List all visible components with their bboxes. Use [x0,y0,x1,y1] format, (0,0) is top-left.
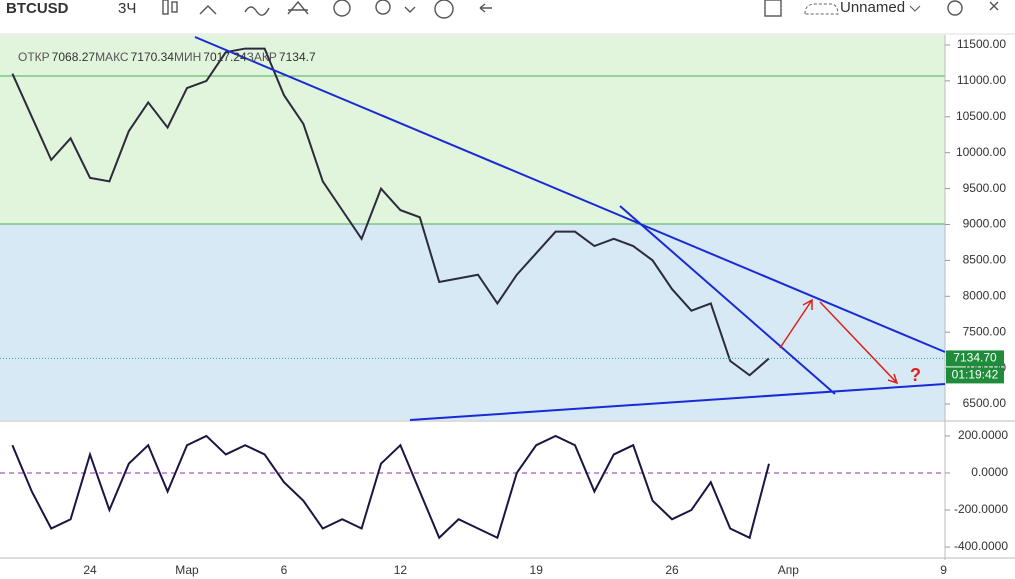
x-tick-label: Мар [175,563,199,577]
legend-label: ЗАКР [247,50,277,64]
lower-zone [0,224,945,420]
legend-label: МАКС [95,50,129,64]
x-tick-label: 6 [281,563,288,577]
x-tick-label: 26 [665,563,679,577]
layout-name[interactable]: Unnamed [840,0,905,16]
y-tick-label: 9000.00 [963,217,1007,231]
legend-value: 7017.24 [203,50,247,64]
x-tick-label: 9 [940,563,947,577]
last-price-label: 7134.70 [953,351,997,365]
upper-zone [0,35,945,224]
countdown: 01:19:42 [952,368,999,382]
legend-value: 7134.7 [279,50,316,64]
x-tick-label: Апр [778,563,800,577]
y-tick-label: 6500.00 [963,396,1007,410]
x-tick-label: 12 [394,563,408,577]
legend-label: МИН [174,50,201,64]
y-tick-label: 10500.00 [956,109,1006,123]
y2-tick-label: -400.0000 [954,539,1008,553]
arrows[interactable] [779,298,899,385]
y2-tick-label: -200.0000 [954,502,1008,516]
question-mark: ? [910,365,921,385]
toolbar-icons[interactable] [162,0,999,19]
dropdown-icon[interactable] [909,5,921,12]
y2-tick-label: 200.0000 [958,428,1008,442]
price-line [11,47,770,377]
legend-label: ОТКР [18,50,50,64]
y-tick-label: 7500.00 [963,324,1007,338]
symbol[interactable]: BTCUSD [6,0,69,17]
legend-value: 7170.34 [131,50,175,64]
trend-lines[interactable] [194,36,946,421]
y-tick-label: 11500.00 [957,37,1006,51]
cloud-icon [804,3,839,15]
ohlc-legend: ОТКР 7068.27МАКС 7170.34МИН 7017.24ЗАКР 7134… [18,50,316,64]
interval[interactable]: 3Ч [118,0,136,17]
y2-tick-label: 0.0000 [971,465,1008,479]
y-tick-label: 8000.00 [963,288,1007,302]
x-tick-label: 19 [530,563,544,577]
last-price-box [946,350,1004,367]
y-tick-label: 8500.00 [963,253,1007,267]
countdown-box [946,367,1004,384]
legend-value: 7068.27 [52,50,96,64]
toolbar [0,0,1015,34]
x-tick-label: 24 [83,563,97,577]
y-tick-label: 9500.00 [963,181,1007,195]
y-tick-label: 11000.00 [957,73,1006,87]
y-tick-label: 10000.00 [956,145,1006,159]
oscillator-line [11,434,770,540]
